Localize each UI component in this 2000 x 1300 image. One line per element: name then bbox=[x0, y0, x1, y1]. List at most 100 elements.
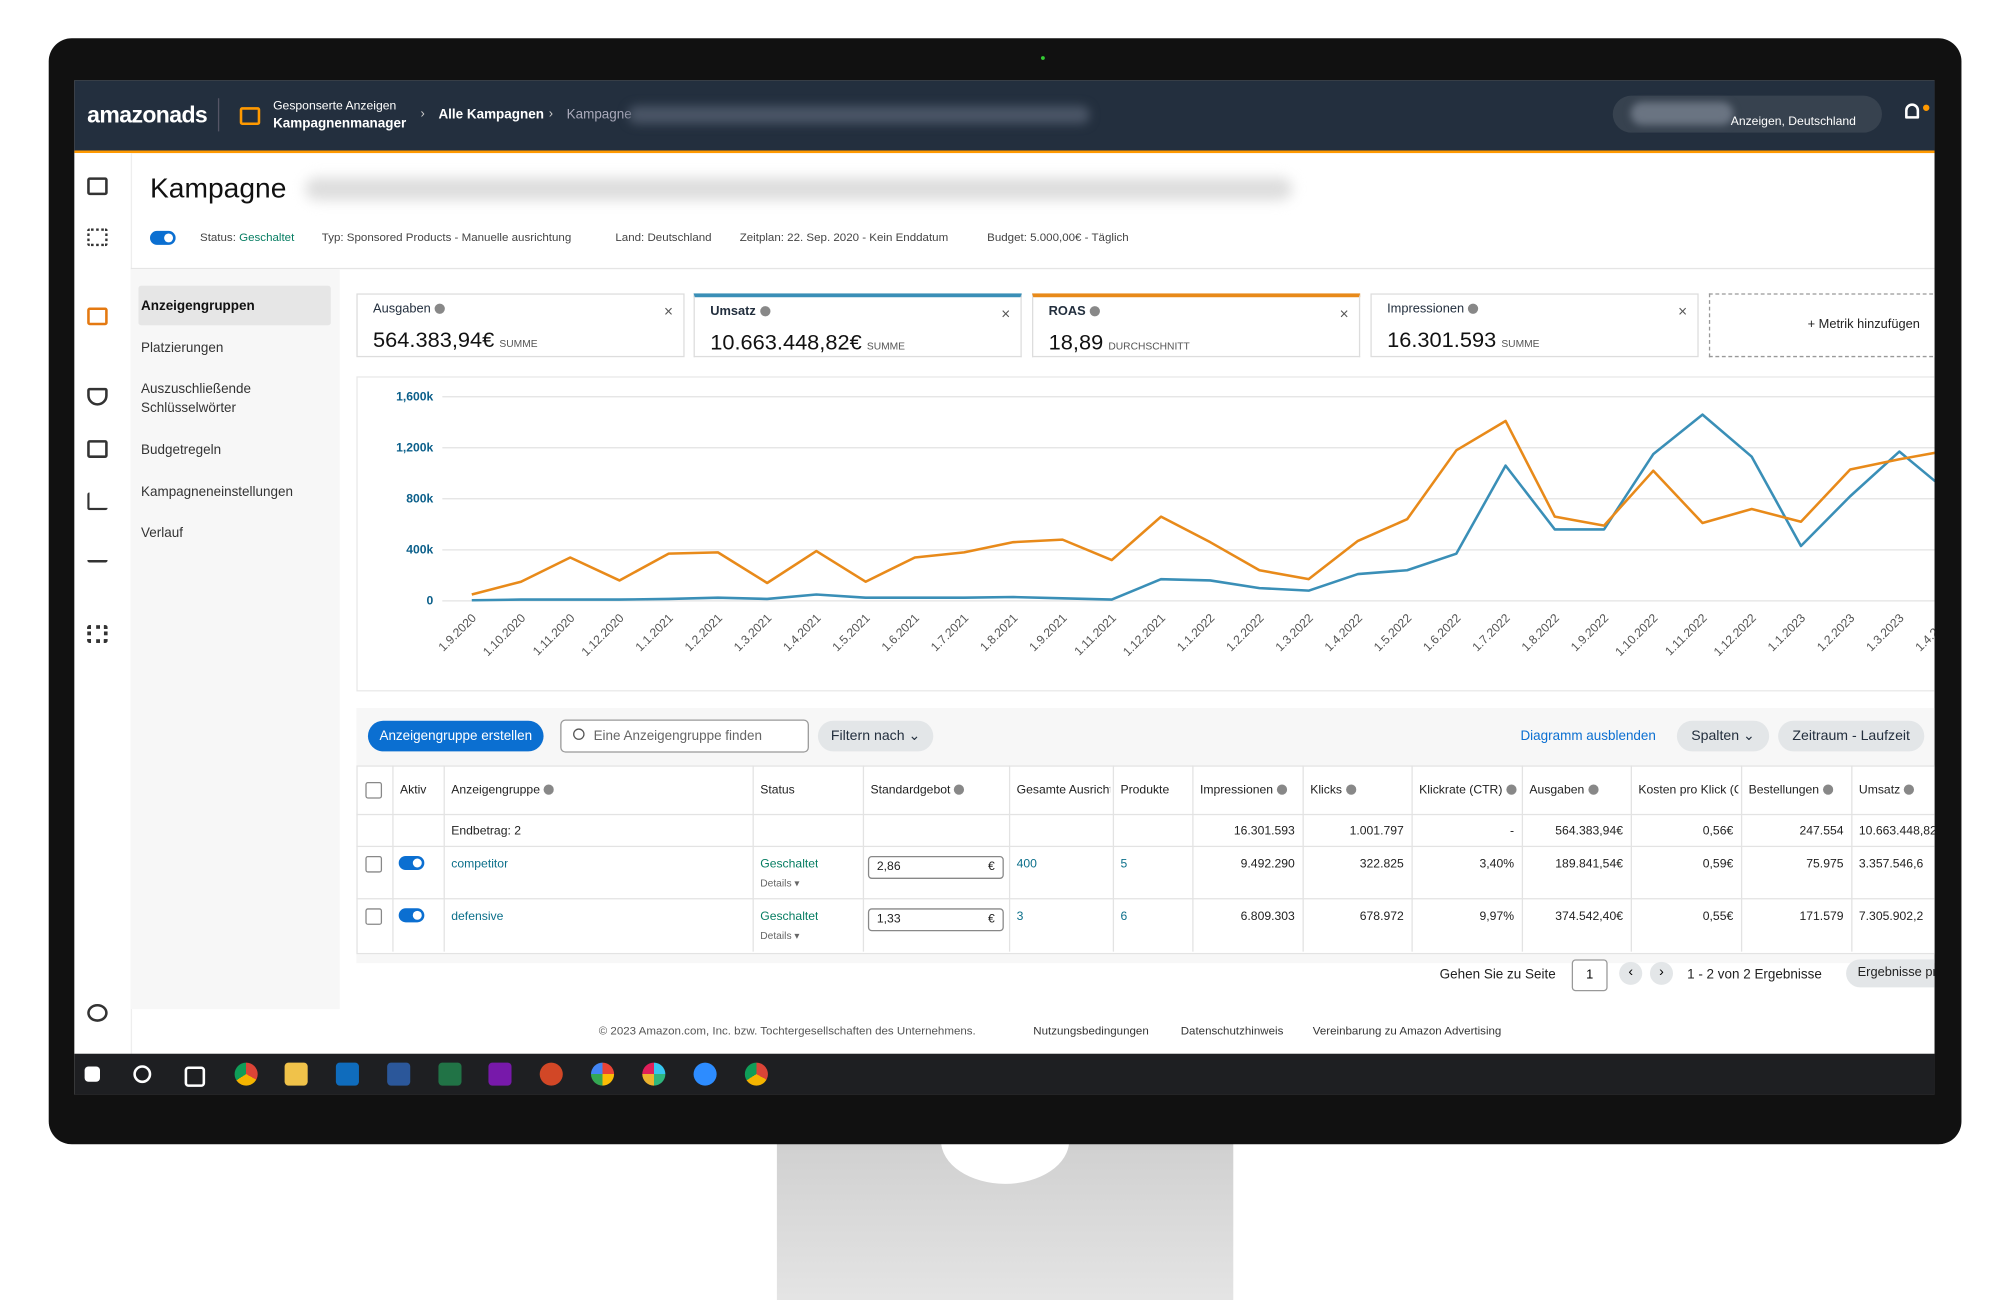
app-icon[interactable] bbox=[387, 1062, 411, 1086]
select-all[interactable] bbox=[365, 782, 383, 799]
app-icon[interactable] bbox=[284, 1062, 308, 1086]
product-name[interactable]: Gesponserte Anzeigen bbox=[273, 99, 397, 114]
rail-icon[interactable] bbox=[87, 177, 108, 196]
row-toggle[interactable] bbox=[398, 908, 425, 923]
task-view[interactable] bbox=[184, 1066, 206, 1087]
row-checkbox[interactable] bbox=[365, 908, 383, 925]
campaign-schedule: Zeitplan: 22. Sep. 2020 - Kein Enddatum bbox=[739, 230, 949, 244]
column-header[interactable]: Kosten pro Klick (CPC) bbox=[1638, 783, 1738, 797]
add-metric[interactable]: + Metrik hinzufügen bbox=[1807, 317, 1920, 332]
bid-value[interactable]: 2,86 bbox=[876, 859, 901, 874]
prev-page[interactable]: ‹ bbox=[1619, 961, 1643, 985]
column-header[interactable]: Klickrate (CTR) bbox=[1419, 783, 1517, 797]
account-label[interactable]: Anzeigen, Deutschland bbox=[1730, 114, 1856, 129]
rail-icon[interactable] bbox=[87, 440, 108, 458]
row-checkbox[interactable] bbox=[365, 855, 383, 873]
details-toggle[interactable]: Details ▾ bbox=[760, 930, 799, 941]
columns-label[interactable]: Spalten bbox=[1691, 728, 1740, 744]
metric-close[interactable]: × bbox=[664, 302, 674, 321]
details-label[interactable]: Details bbox=[760, 877, 792, 890]
settings-icon[interactable] bbox=[87, 1003, 108, 1022]
rail-icon[interactable] bbox=[87, 492, 108, 511]
metric-agg: SUMME bbox=[499, 338, 538, 350]
filter-button[interactable]: Filtern nach ⌄ bbox=[817, 720, 934, 752]
sidebar-item[interactable]: Budgetregeln bbox=[141, 442, 222, 458]
column-header[interactable]: Umsatz bbox=[1859, 783, 1915, 797]
column-header[interactable]: Impressionen bbox=[1200, 783, 1288, 797]
metric-card[interactable]: Ausgaben 564.383,94€ SUMME × bbox=[356, 293, 685, 358]
footer-link[interactable]: Vereinbarung zu Amazon Advertising bbox=[1312, 1024, 1502, 1038]
column-header[interactable]: Standardgebot bbox=[870, 783, 965, 797]
next-page[interactable]: › bbox=[1649, 961, 1674, 985]
app-icon[interactable] bbox=[642, 1062, 666, 1086]
column-header[interactable]: Anzeigengruppe bbox=[451, 783, 555, 797]
hide-chart-link[interactable]: Diagramm ausblenden bbox=[1520, 728, 1656, 744]
column-header[interactable]: Klicks bbox=[1310, 783, 1357, 797]
search-box[interactable]: Eine Anzeigengruppe finden bbox=[560, 719, 809, 753]
rail-icon[interactable] bbox=[87, 387, 108, 406]
column-header[interactable]: Aktiv bbox=[400, 783, 426, 797]
app-icon[interactable] bbox=[438, 1062, 462, 1086]
breadcrumb[interactable]: Kampagne bbox=[566, 107, 632, 123]
sidebar-item[interactable]: Anzeigengruppen bbox=[141, 298, 255, 314]
app-icon[interactable] bbox=[234, 1062, 258, 1086]
app-icon[interactable] bbox=[693, 1062, 717, 1086]
page-input[interactable]: 1 bbox=[1571, 959, 1608, 992]
column-header[interactable]: Ausgaben bbox=[1529, 783, 1599, 797]
search-button[interactable] bbox=[133, 1065, 152, 1084]
metric-card[interactable]: ROAS 18,89 DURCHSCHNITT × bbox=[1032, 293, 1361, 358]
column-label: Gesamte Ausrichtungen bbox=[1016, 783, 1111, 798]
adgroup-link[interactable]: defensive bbox=[451, 909, 504, 924]
add-metric-card[interactable]: + Metrik hinzufügen bbox=[1708, 293, 1935, 358]
column-header[interactable]: Gesamte Ausrichtungen bbox=[1017, 783, 1111, 797]
products-link[interactable]: 5 bbox=[1120, 857, 1128, 872]
app-icon[interactable] bbox=[591, 1062, 615, 1086]
rail-icon[interactable] bbox=[87, 228, 108, 247]
footer-link[interactable]: Datenschutzhinweis bbox=[1180, 1024, 1284, 1038]
rail-icon[interactable] bbox=[87, 545, 108, 563]
bid-value[interactable]: 1,33 bbox=[876, 912, 901, 927]
sidebar-item[interactable]: Verlauf bbox=[141, 525, 183, 541]
targets-link[interactable]: 400 bbox=[1016, 857, 1037, 872]
range-button[interactable]: Zeitraum - Laufzeit bbox=[1778, 720, 1925, 752]
rail-icon[interactable] bbox=[87, 307, 108, 326]
metric-close[interactable]: × bbox=[1001, 304, 1011, 323]
campaign-toggle[interactable] bbox=[149, 230, 176, 245]
filter-label[interactable]: Filtern nach bbox=[830, 728, 905, 744]
logo[interactable]: amazonads bbox=[87, 102, 208, 128]
details-label[interactable]: Details bbox=[760, 929, 792, 942]
start-button[interactable] bbox=[84, 1066, 100, 1082]
metric-card[interactable]: Impressionen 16.301.593 SUMME × bbox=[1370, 293, 1699, 358]
app-icon[interactable] bbox=[539, 1062, 563, 1086]
search-placeholder[interactable]: Eine Anzeigengruppe finden bbox=[593, 728, 762, 744]
breadcrumb[interactable]: Alle Kampagnen bbox=[438, 107, 544, 123]
metric-close[interactable]: × bbox=[1678, 302, 1688, 321]
details-toggle[interactable]: Details ▾ bbox=[760, 878, 799, 889]
rail-icon[interactable] bbox=[87, 625, 108, 643]
metric-close[interactable]: × bbox=[1339, 304, 1349, 323]
sidebar-item[interactable]: Platzierungen bbox=[141, 340, 224, 356]
sidebar-item[interactable]: Auszuschließende Schlüsselwörter bbox=[141, 381, 252, 416]
column-header[interactable]: Status bbox=[760, 783, 795, 797]
per-page-button[interactable]: Ergebnisse pro Seite bbox=[1846, 959, 1935, 988]
bid-input[interactable]: 2,86 € bbox=[867, 855, 1004, 879]
x-tick-label: 1.7.2022 bbox=[1469, 611, 1513, 654]
metric-card[interactable]: Umsatz 10.663.448,82€ SUMME × bbox=[693, 293, 1022, 358]
adgroup-link[interactable]: competitor bbox=[451, 857, 509, 872]
row-toggle[interactable] bbox=[398, 855, 425, 871]
columns-button[interactable]: Spalten ⌄ bbox=[1676, 720, 1770, 752]
products-link[interactable]: 6 bbox=[1120, 909, 1128, 924]
app-icon[interactable] bbox=[488, 1062, 512, 1086]
bell-icon[interactable] bbox=[1905, 103, 1920, 119]
column-header[interactable]: Produkte bbox=[1120, 783, 1169, 797]
sidebar-item[interactable]: Kampagneneinstellungen bbox=[141, 484, 293, 501]
bid-input[interactable]: 1,33 € bbox=[867, 908, 1004, 932]
manager-name[interactable]: Kampagnenmanager bbox=[273, 116, 407, 132]
column-header[interactable]: Bestellungen bbox=[1749, 783, 1834, 797]
app-icon[interactable] bbox=[744, 1062, 768, 1086]
create-button[interactable]: Anzeigengruppe erstellen bbox=[367, 720, 544, 752]
targets-link[interactable]: 3 bbox=[1016, 909, 1024, 924]
footer-link[interactable]: Nutzungsbedingungen bbox=[1033, 1024, 1149, 1038]
app-icon[interactable] bbox=[335, 1062, 359, 1086]
per-page-label[interactable]: Ergebnisse pro Seite bbox=[1857, 965, 1935, 980]
